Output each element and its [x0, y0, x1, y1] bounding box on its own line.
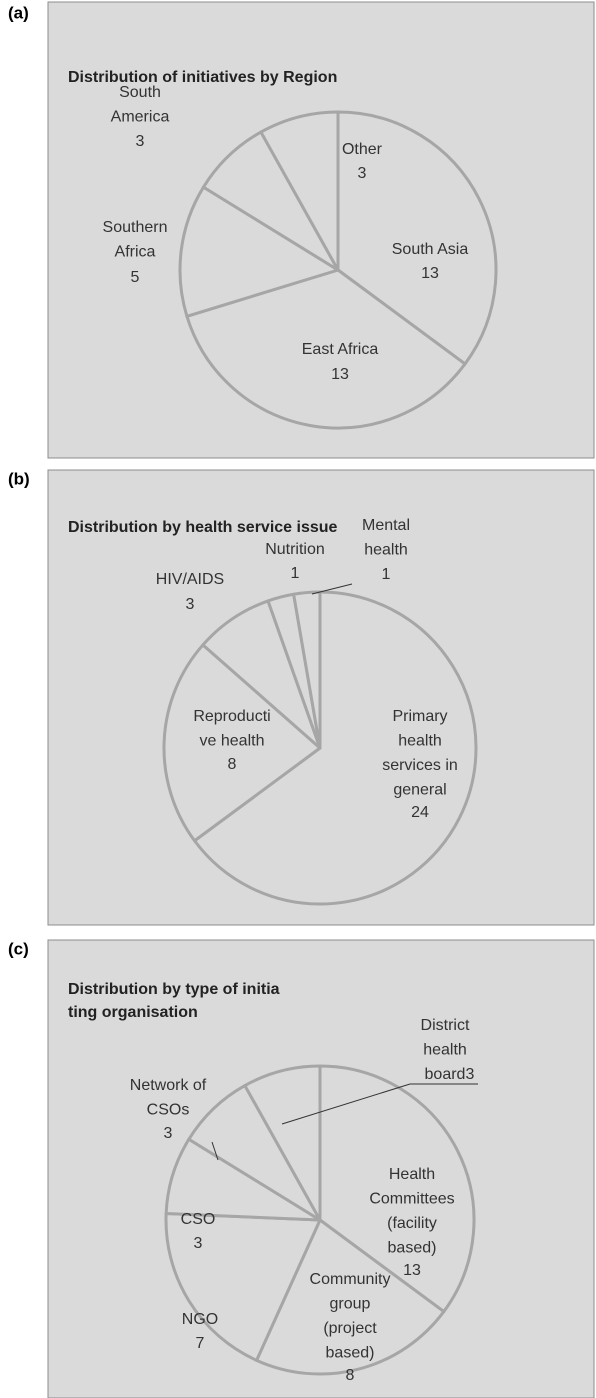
- slice-label: Health Committees (facility based): [369, 1166, 454, 1257]
- slice-value: 8: [346, 1367, 355, 1384]
- slice-label: CSO: [181, 1211, 216, 1228]
- slice-value: 3: [164, 1125, 173, 1142]
- slice-label: South Asia: [392, 241, 469, 258]
- slice-value: 8: [228, 756, 237, 773]
- leader-line: [211, 1141, 219, 1161]
- leader-line: [281, 1083, 411, 1125]
- slice-label: NGO: [182, 1311, 218, 1328]
- slice-value: 7: [196, 1335, 205, 1352]
- chart-title: Distribution by health service issue: [68, 519, 338, 536]
- slice-label: Other: [342, 141, 383, 158]
- slice-value: 13: [421, 265, 439, 282]
- slice-value: 5: [131, 269, 140, 286]
- slice-label: South America: [111, 84, 170, 126]
- slice-value: 13: [403, 1262, 421, 1279]
- pie-slice: [243, 1064, 322, 1222]
- pie-slice: [193, 590, 478, 906]
- slice-value: 3: [358, 165, 367, 182]
- leader-line: [311, 583, 353, 595]
- slice-label: Community group (project based): [310, 1271, 391, 1362]
- pie-slice: [178, 185, 340, 318]
- slice-label: District health board: [421, 1017, 470, 1083]
- panel-label: (b): [8, 469, 30, 488]
- pie-slice: [259, 110, 340, 272]
- chart-title: Distribution by type of initia ting organ…: [68, 981, 280, 1021]
- slice-label: East Africa: [302, 341, 379, 358]
- slice-label: HIV/AIDS: [156, 571, 224, 588]
- slice-label: Primary health services in general: [382, 708, 458, 799]
- slice-label: Mental health: [362, 517, 410, 559]
- panel-label: (a): [8, 3, 29, 22]
- panel-label: (c): [8, 939, 29, 958]
- pie-slice: [162, 643, 322, 843]
- pie-slice: [164, 1211, 322, 1362]
- pie-slice: [318, 1064, 476, 1314]
- slice-value: 1: [291, 565, 300, 582]
- chart-title: Distribution of initiatives by Region: [68, 69, 337, 86]
- slice-label: Reproducti ve health: [193, 708, 270, 750]
- slice-label: Southern Africa: [103, 219, 168, 261]
- slice-label: Nutrition: [265, 541, 325, 558]
- pie-slice: [185, 268, 467, 430]
- slice-value: 3: [194, 1235, 203, 1252]
- slice-value: 3: [466, 1066, 475, 1083]
- slice-value: 3: [136, 133, 145, 150]
- slice-value: 24: [411, 804, 429, 821]
- slice-label: Network of CSOs: [130, 1077, 207, 1119]
- slice-value: 1: [382, 566, 391, 583]
- pie-slice: [336, 110, 498, 366]
- slice-value: 13: [331, 366, 349, 383]
- slice-value: 3: [186, 596, 195, 613]
